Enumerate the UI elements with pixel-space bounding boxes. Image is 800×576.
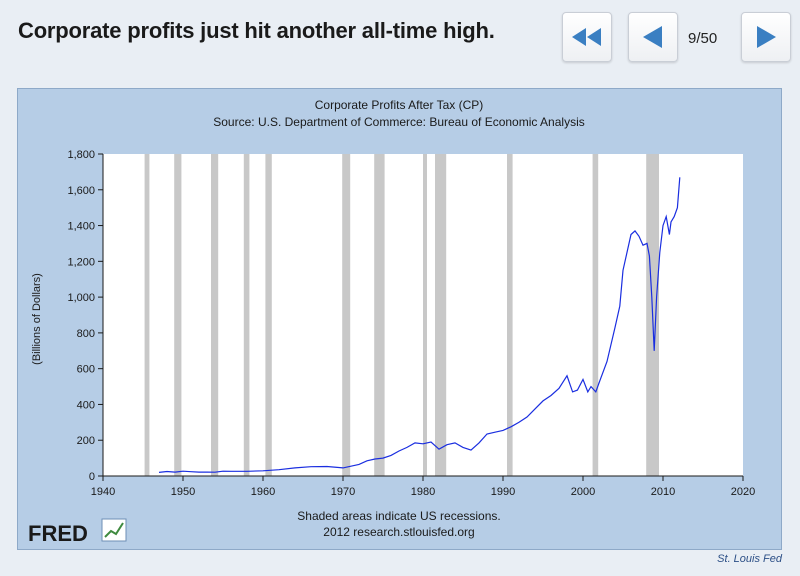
- recession-note: Shaded areas indicate US recessions.: [297, 509, 500, 523]
- y-tick-label: 800: [77, 328, 95, 340]
- y-tick-label: 400: [77, 399, 95, 411]
- x-tick-label: 2000: [571, 486, 595, 498]
- recession-bar: [144, 154, 150, 476]
- slide-title: Corporate profits just hit another all-t…: [18, 18, 495, 43]
- y-tick-label: 1,800: [67, 149, 95, 161]
- x-tick-label: 1990: [491, 486, 515, 498]
- recession-bar: [374, 154, 385, 476]
- chart-title: Corporate Profits After Tax (CP): [315, 98, 484, 112]
- recession-bar: [211, 154, 219, 476]
- x-tick-label: 1950: [171, 486, 195, 498]
- fred-chart: Corporate Profits After Tax (CP) Source:…: [28, 98, 755, 546]
- recession-bar: [265, 154, 272, 476]
- x-tick-label: 1980: [411, 486, 435, 498]
- credit-text: St. Louis Fed: [717, 553, 782, 565]
- recession-bar: [592, 154, 599, 476]
- y-tick-label: 1,000: [67, 292, 95, 304]
- y-axis-label: (Billions of Dollars): [31, 273, 43, 365]
- y-tick-label: 600: [77, 364, 95, 376]
- recession-bar: [507, 154, 513, 476]
- x-tick-label: 2010: [651, 486, 675, 498]
- y-tick-label: 200: [77, 435, 95, 447]
- slide-counter: 9/50: [688, 30, 718, 47]
- recession-bar: [243, 154, 250, 476]
- previous-slide-button[interactable]: [628, 12, 678, 62]
- source-note: 2012 research.stlouisfed.org: [323, 525, 474, 539]
- y-tick-label: 1,400: [67, 221, 95, 233]
- y-tick-label: 0: [89, 471, 95, 483]
- recession-bar: [342, 154, 351, 476]
- x-tick-label: 1960: [251, 486, 275, 498]
- x-tick-label: 1940: [91, 486, 115, 498]
- chart-panel: Corporate Profits After Tax (CP) Source:…: [17, 88, 782, 550]
- fred-logo: FRED: [28, 518, 127, 546]
- x-tick-label: 1970: [331, 486, 355, 498]
- triangle-left-icon: [643, 26, 662, 48]
- fred-logo-graph-icon: [101, 518, 127, 542]
- y-tick-label: 1,600: [67, 185, 95, 197]
- fred-logo-text: FRED: [28, 521, 88, 546]
- series-line: [158, 177, 681, 473]
- next-slide-button[interactable]: [741, 12, 791, 62]
- y-tick-label: 1,200: [67, 256, 95, 268]
- recession-bar: [423, 154, 427, 476]
- chart-subtitle: Source: U.S. Department of Commerce: Bur…: [213, 115, 585, 129]
- triangle-right-icon: [757, 26, 776, 48]
- recession-bar: [174, 154, 182, 476]
- double-chevron-left-icon: [572, 28, 601, 46]
- first-slide-button[interactable]: [562, 12, 612, 62]
- x-tick-label: 2020: [731, 486, 755, 498]
- recession-bar: [435, 154, 447, 476]
